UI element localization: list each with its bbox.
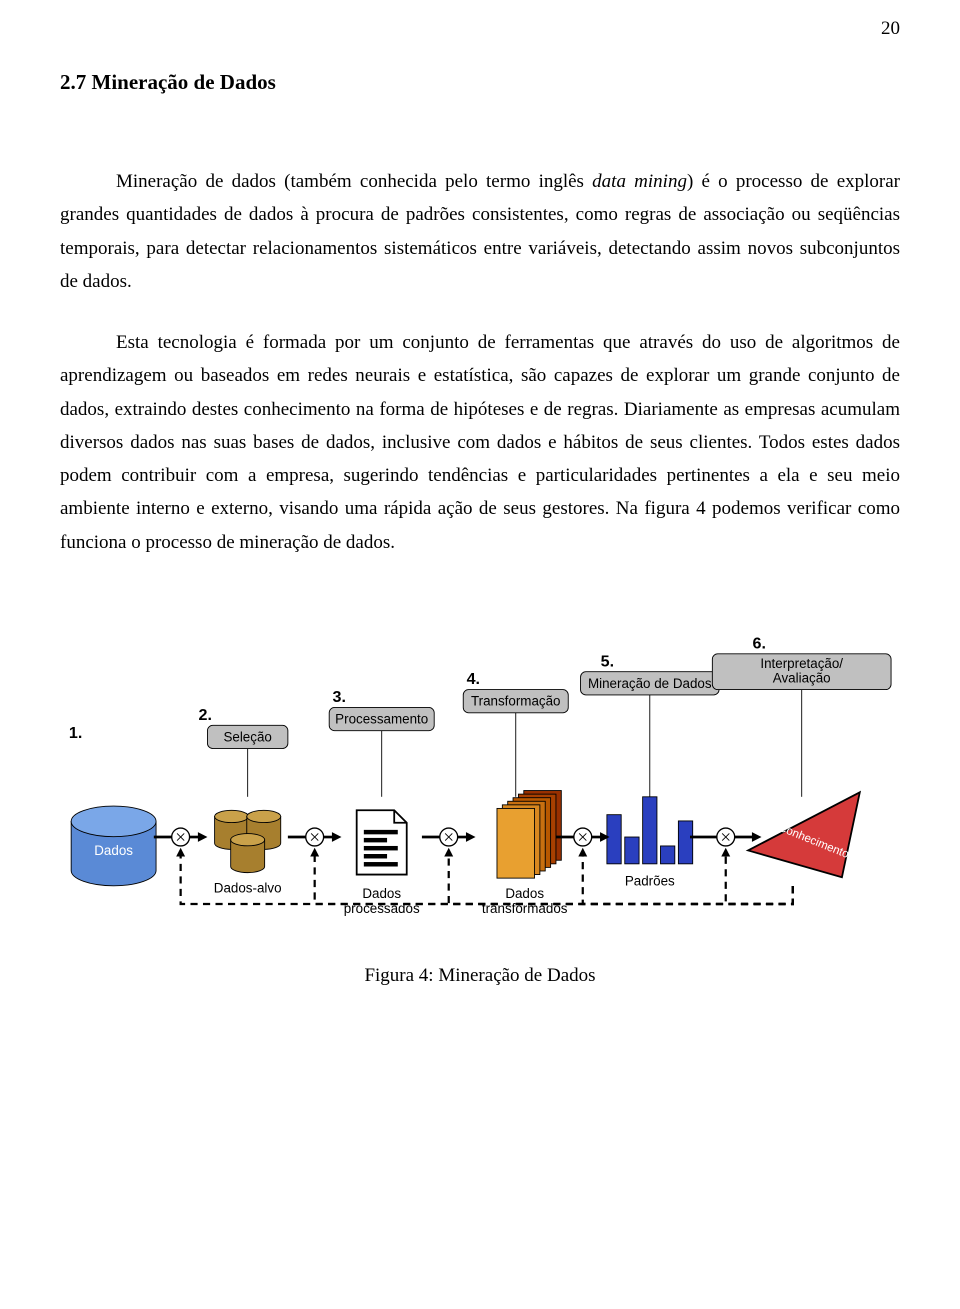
svg-text:1.: 1.: [69, 724, 82, 742]
figure-4: 1. 2. Seleção 3. Processamento 4. Transformaçã…: [60, 609, 900, 987]
svg-text:4.: 4.: [467, 670, 480, 688]
svg-text:Interpretação/: Interpretação/: [760, 656, 843, 671]
svg-text:Avaliação: Avaliação: [773, 670, 831, 685]
page-number: 20: [881, 18, 900, 40]
svg-text:5.: 5.: [601, 652, 614, 670]
svg-text:Dadostransformados: Dadostransformados: [482, 886, 568, 916]
section-heading: 2.7 Mineração de Dados: [60, 70, 900, 95]
svg-text:2.: 2.: [199, 706, 212, 724]
svg-text:Mineração de Dados: Mineração de Dados: [588, 676, 712, 691]
svg-text:Padrões: Padrões: [625, 873, 675, 888]
svg-text:Dados: Dados: [94, 843, 133, 858]
para1-italic: data mining: [592, 171, 687, 192]
svg-text:Transformação: Transformação: [471, 693, 561, 708]
figure-caption: Figura 4: Mineração de Dados: [60, 965, 900, 987]
svg-text:3.: 3.: [333, 688, 346, 706]
svg-text:Dadosprocessados: Dadosprocessados: [344, 886, 420, 916]
svg-text:Dados-alvo: Dados-alvo: [214, 880, 282, 895]
document-page: 20 2.7 Mineração de Dados Mineração de d…: [0, 0, 960, 1017]
svg-text:Processamento: Processamento: [335, 711, 428, 726]
para1-text-a: Mineração de dados (também conhecida pel…: [116, 171, 592, 192]
paragraph-2: Esta tecnologia é formada por um conjunt…: [60, 326, 900, 559]
svg-text:Seleção: Seleção: [223, 729, 271, 744]
svg-text:6.: 6.: [753, 634, 766, 652]
paragraph-1: Mineração de dados (também conhecida pel…: [60, 165, 900, 298]
